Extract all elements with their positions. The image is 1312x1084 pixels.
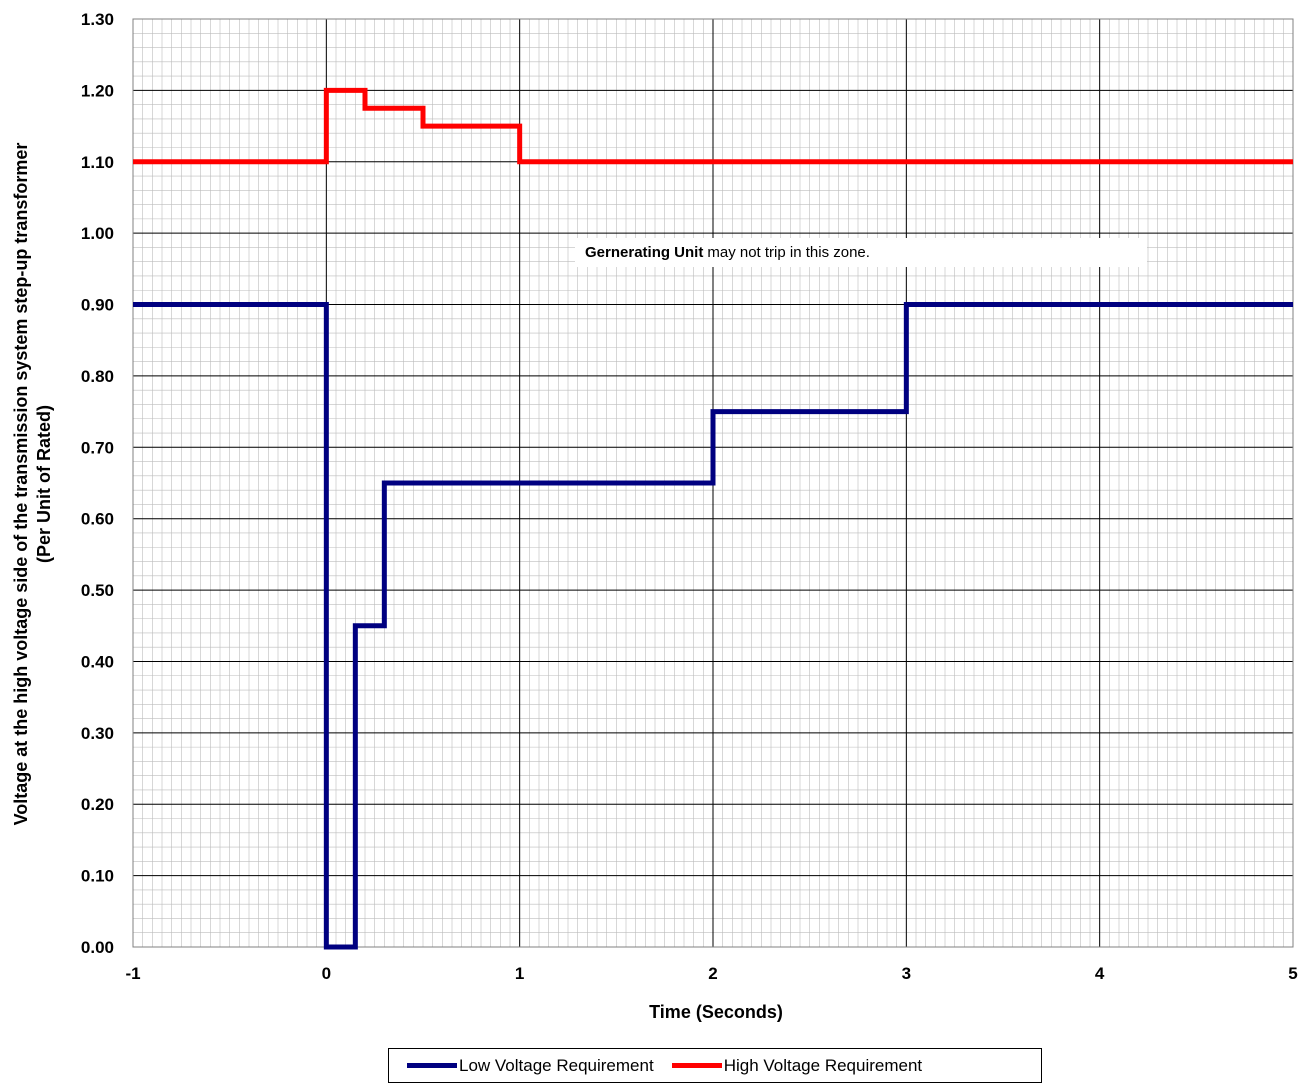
y-tick-label: 1.10 [81,153,114,172]
zone-annotation-text: may not trip in this zone. [707,244,870,261]
x-tick-label: 1 [515,964,524,983]
y-tick-label: 1.00 [81,224,114,243]
y-axis-title-line1: Voltage at the high voltage side of the … [11,143,31,826]
zone-annotation: Gernerating Unit may not trip in this zo… [575,238,1147,267]
y-tick-label: 0.10 [81,867,114,886]
y-tick-label: 0.80 [81,367,114,386]
y-tick-label: 0.60 [81,510,114,529]
x-tick-label: 0 [322,964,331,983]
x-tick-label: 4 [1095,964,1105,983]
x-tick-label: 5 [1288,964,1297,983]
series-line-low-voltage [133,302,1293,950]
zone-annotation-bold: Gernerating Unit [585,244,704,261]
x-axis-tick-labels: -1 0 1 2 3 4 5 [125,964,1297,983]
x-tick-label: 2 [708,964,717,983]
legend-swatch-low-voltage [407,1063,457,1068]
y-tick-label: 0.90 [81,296,114,315]
legend-swatch-high-voltage [671,1063,722,1068]
y-tick-label: 1.20 [81,81,114,100]
x-tick-label: 3 [902,964,911,983]
series-layer [133,87,1293,950]
y-axis-title-line2: (Per Unit of Rated) [34,405,54,563]
series-line-high-voltage [133,87,1293,165]
y-tick-label: 0.50 [81,581,114,600]
chart-legend: Low Voltage Requirement High Voltage Req… [388,1048,1042,1083]
y-tick-label: 0.30 [81,724,114,743]
legend-item-high-voltage: High Voltage Requirement [671,1055,923,1076]
legend-item-low-voltage: Low Voltage Requirement [407,1056,654,1076]
legend-label-high-voltage: High Voltage Requirement [723,1055,923,1075]
legend-label-low-voltage: Low Voltage Requirement [459,1055,654,1075]
plot-area-frame [132,18,1294,948]
y-tick-label: 0.00 [81,938,114,957]
y-axis-tick-labels: 0.00 0.10 0.20 0.30 0.40 0.50 0.60 0.70 0.80 0.90… [81,10,114,957]
y-tick-label: 0.70 [81,438,114,457]
y-tick-label: 0.20 [81,795,114,814]
y-tick-label: 0.40 [81,652,114,671]
x-tick-label: -1 [125,964,140,983]
x-axis-title: Time (Seconds) [649,1002,783,1022]
y-tick-label: 1.30 [81,10,114,29]
